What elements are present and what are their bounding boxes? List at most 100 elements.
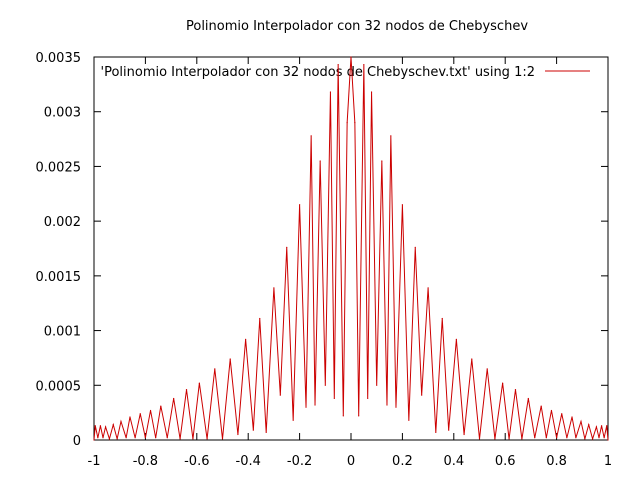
data-point <box>606 425 608 427</box>
data-point <box>144 437 146 439</box>
y-tick-label: 0 <box>73 434 81 449</box>
data-point <box>229 358 231 360</box>
data-point <box>155 437 157 439</box>
data-point <box>198 382 200 384</box>
y-tick-label: 0.0025 <box>36 160 82 175</box>
data-point <box>441 317 443 320</box>
data-point <box>435 431 437 433</box>
data-point <box>166 437 168 439</box>
data-point <box>350 56 352 58</box>
data-point <box>292 419 294 421</box>
x-tick-label: 0.8 <box>546 454 567 469</box>
data-point <box>314 404 316 406</box>
y-tick-label: 0.003 <box>44 106 81 121</box>
data-point <box>129 416 131 418</box>
x-tick-label: -1 <box>88 454 101 469</box>
data-point <box>408 419 410 421</box>
data-point <box>390 135 392 137</box>
data-point <box>395 406 397 408</box>
data-point <box>455 338 457 340</box>
data-point <box>486 368 488 370</box>
data-point <box>192 438 194 440</box>
data-point <box>571 416 573 418</box>
data-point <box>607 439 609 441</box>
data-point <box>116 438 118 440</box>
data-point <box>540 405 542 407</box>
data-point <box>370 91 373 93</box>
data-point <box>580 420 582 422</box>
data-point <box>333 397 335 400</box>
data-point <box>427 287 429 289</box>
data-point <box>575 437 577 439</box>
data-point <box>179 438 181 440</box>
data-point <box>508 438 510 440</box>
x-tick-label: -0.8 <box>133 454 158 469</box>
data-point <box>120 420 122 422</box>
data-point <box>514 389 517 391</box>
data-point <box>139 413 141 415</box>
y-axis: 0 0.0005 0.001 0.0015 0.002 0.0025 0.003 0.0035 <box>36 51 608 449</box>
data-point <box>102 437 104 439</box>
data-point <box>534 437 536 439</box>
data-point <box>273 287 275 289</box>
chart-title: Polinomio Interpolador con 32 nodos de C… <box>186 19 528 34</box>
data-point <box>104 426 107 428</box>
y-tick-label: 0.0035 <box>36 51 82 66</box>
data-point <box>93 439 95 441</box>
data-point <box>603 437 605 439</box>
data-point <box>149 409 152 412</box>
data-point <box>584 438 586 440</box>
x-axis: -1 -0.8 -0.6 -0.4 -0.2 0 0.2 0.4 0.6 0.8 1 <box>88 57 612 469</box>
data-point <box>463 433 465 436</box>
x-tick-label: -0.2 <box>287 454 312 469</box>
data-point <box>358 415 360 417</box>
data-point <box>448 429 450 431</box>
data-point <box>414 246 416 249</box>
data-point <box>494 438 496 440</box>
data-point <box>342 415 344 417</box>
data-point <box>310 135 312 137</box>
legend-label: 'Polinomio Interpolador con 32 nodos de … <box>101 65 536 80</box>
data-point <box>134 437 136 439</box>
y-tick-label: 0.0005 <box>36 379 82 394</box>
x-tick-label: 0 <box>347 454 355 469</box>
data-point <box>286 246 288 249</box>
data-point <box>324 384 326 386</box>
data-point <box>527 397 529 400</box>
data-point <box>245 338 247 340</box>
data-point <box>97 437 99 439</box>
data-point <box>502 382 504 384</box>
data-point <box>319 160 321 162</box>
x-tick-label: 1 <box>604 454 612 469</box>
x-tick-label: 0.6 <box>495 454 516 469</box>
x-tick-label: -0.6 <box>184 454 209 469</box>
data-point <box>329 91 332 93</box>
data-point <box>478 438 481 440</box>
data-point <box>595 426 598 428</box>
data-point <box>337 64 339 66</box>
data-point <box>173 397 175 400</box>
x-tick-label: 0.2 <box>392 454 413 469</box>
y-tick-label: 0.001 <box>44 325 81 340</box>
data-point <box>160 405 162 407</box>
data-point <box>545 437 547 439</box>
data-point <box>259 317 261 320</box>
data-point <box>363 64 365 66</box>
data-point <box>591 438 594 440</box>
data-point <box>381 160 383 162</box>
data-point <box>367 397 369 400</box>
data-point <box>112 424 114 426</box>
data-point <box>125 437 127 439</box>
legend: 'Polinomio Interpolador con 32 nodos de … <box>101 65 590 80</box>
data-point <box>221 438 224 440</box>
data-point <box>305 406 307 408</box>
y-tick-label: 0.0015 <box>36 270 82 285</box>
data-point <box>566 437 568 439</box>
data-point <box>185 389 188 391</box>
x-tick-label: -0.4 <box>236 454 261 469</box>
data-point <box>600 425 603 427</box>
data-point <box>252 429 254 431</box>
data-point <box>376 384 378 386</box>
